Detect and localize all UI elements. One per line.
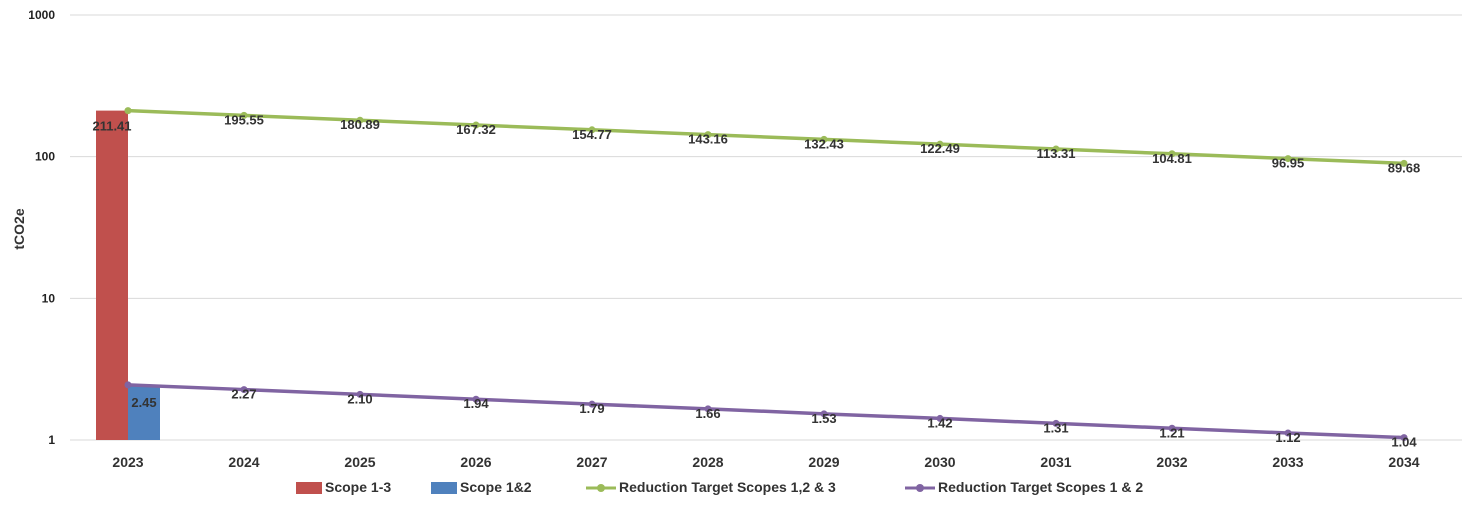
- data-label-scopes-1-2-3: 96.95: [1272, 156, 1305, 171]
- data-label-scopes-1-2-3: 143.16: [688, 132, 728, 147]
- y-tick-label: 1: [48, 433, 55, 447]
- series-line-scopes-1-2-3: [127, 108, 1405, 166]
- line-point: [124, 381, 132, 389]
- data-label-scopes-1-2: 2.27: [231, 387, 256, 402]
- line-point: [472, 121, 480, 129]
- line-point: [704, 131, 712, 139]
- line-point: [936, 414, 944, 422]
- legend-label: Reduction Target Scopes 1 & 2: [938, 479, 1143, 495]
- line-point: [1168, 424, 1176, 432]
- line-point: [240, 111, 248, 119]
- x-tick-label: 2032: [1156, 454, 1187, 470]
- line-point: [472, 395, 480, 403]
- line-point: [1400, 159, 1408, 167]
- line-point: [1168, 150, 1176, 158]
- line-point: [1052, 419, 1060, 427]
- data-label-scopes-1-2-3: 180.89: [340, 117, 380, 132]
- y-axis-label: tCO2e: [11, 208, 27, 249]
- data-label-scopes-1-2-3: 113.31: [1036, 146, 1075, 161]
- data-label-scopes-1-2: 1.04: [1391, 435, 1417, 450]
- data-label-scopes-1-2-3: 122.49: [920, 141, 960, 156]
- bars: [96, 110, 160, 441]
- data-label-scopes-1-2-3: 195.55: [224, 112, 264, 127]
- legend-marker: [597, 484, 605, 492]
- x-tick-label: 2031: [1040, 454, 1071, 470]
- series-lines: [124, 107, 1408, 442]
- legend: Scope 1-3 Scope 1&2 Reduction Target Scope…: [296, 479, 1143, 495]
- x-tick-label: 2030: [924, 454, 955, 470]
- legend-swatch: [296, 482, 322, 494]
- data-label-scopes-1-2-3: 132.43: [804, 136, 844, 151]
- x-tick-label: 2029: [808, 454, 839, 470]
- data-label-scopes-1-2-3: 154.77: [572, 127, 612, 142]
- x-tick-label: 2027: [576, 454, 607, 470]
- x-tick-label: 2024: [228, 454, 259, 470]
- data-label-scopes-1-2: 1.66: [695, 406, 720, 421]
- line-point: [820, 410, 828, 418]
- line-point: [356, 390, 364, 398]
- line-point: [1052, 145, 1060, 153]
- x-tick-label: 2034: [1388, 454, 1419, 470]
- line-point: [1284, 155, 1292, 163]
- line-point: [820, 135, 828, 143]
- line-point: [936, 140, 944, 148]
- data-label-scopes-1-2-3: 167.32: [456, 122, 496, 137]
- data-label-scopes-1-2: 1.53: [811, 411, 836, 426]
- x-tick-label: 2023: [112, 454, 143, 470]
- legend-swatch: [431, 482, 457, 494]
- line-point: [240, 386, 248, 394]
- data-label-scopes-1-2: 1.31: [1043, 420, 1068, 435]
- legend-label: Reduction Target Scopes 1,2 & 3: [619, 479, 836, 495]
- data-label-scopes-1-2: 1.94: [463, 396, 489, 411]
- legend-label: Scope 1-3: [325, 479, 391, 495]
- data-label-scopes-1-2: 1.21: [1159, 425, 1184, 440]
- x-tick-label: 2028: [692, 454, 723, 470]
- line-point: [704, 405, 712, 413]
- line-point: [588, 400, 596, 408]
- data-label-scopes-1-2: 2.45: [131, 395, 156, 410]
- y-axis-ticks: 1 10 100 1000: [28, 8, 55, 447]
- data-label-scopes-1-2: 1.42: [927, 415, 952, 430]
- line-point: [124, 107, 132, 115]
- data-label-scopes-1-2-3: 89.68: [1388, 160, 1421, 175]
- line-point: [1284, 429, 1292, 437]
- data-label-scopes-1-2: 1.79: [579, 401, 604, 416]
- line-point: [588, 126, 596, 134]
- data-labels: 211.41 195.55 180.89 167.32 154.77 143.16 132.…: [92, 112, 1420, 449]
- bar-scope-1-2-2023: [128, 384, 160, 440]
- data-label-scopes-1-2: 1.12: [1275, 430, 1300, 445]
- gridlines: [70, 14, 1462, 441]
- y-tick-label: 100: [35, 150, 55, 164]
- x-tick-label: 2026: [460, 454, 491, 470]
- legend-marker: [916, 484, 924, 492]
- legend-label: Scope 1&2: [460, 479, 532, 495]
- x-axis-ticks: 2023 2024 2025 2026 2027 2028 2029 2030 2031 2032…: [112, 454, 1419, 470]
- data-label-scopes-1-2-3: 104.81: [1152, 151, 1192, 166]
- series-line-scopes-1-2: [127, 383, 1405, 440]
- y-tick-label: 10: [42, 291, 56, 305]
- y-tick-label: 1000: [28, 8, 55, 22]
- x-tick-label: 2033: [1272, 454, 1303, 470]
- line-point: [1400, 434, 1408, 442]
- data-label-scopes-1-2-3: 211.41: [92, 119, 131, 134]
- data-label-scopes-1-2: 2.10: [347, 391, 372, 406]
- bar-scope-1-3-2023: [96, 110, 128, 441]
- line-point: [356, 116, 364, 124]
- x-tick-label: 2025: [344, 454, 375, 470]
